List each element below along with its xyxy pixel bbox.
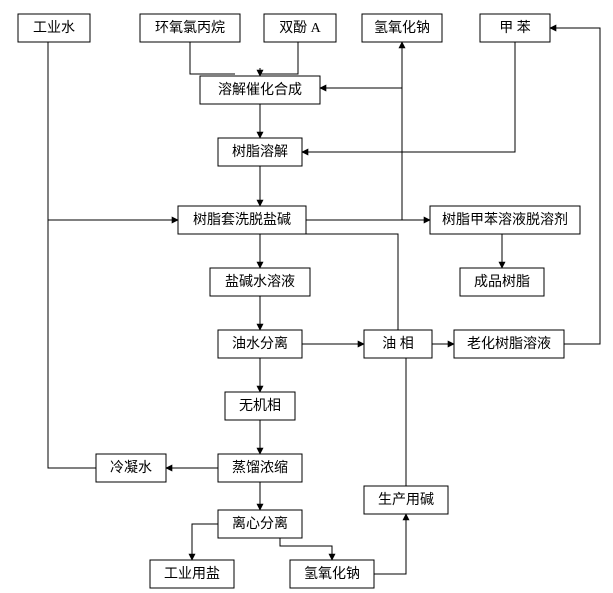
node-resin_diss: 树脂溶解	[218, 138, 302, 166]
node-label-ind_salt: 工业用盐	[164, 566, 220, 582]
edge-4	[320, 42, 402, 88]
node-oilwater: 油水分离	[218, 330, 302, 358]
node-aged: 老化树脂溶液	[454, 330, 564, 358]
node-desolv: 树脂甲苯溶液脱溶剂	[430, 206, 580, 234]
node-label-toluene: 甲 苯	[499, 19, 531, 36]
node-label-ind_water: 工业水	[33, 20, 75, 36]
node-epi: 环氧氯丙烷	[140, 14, 240, 42]
node-synth: 溶解催化合成	[200, 76, 320, 104]
node-label-wash: 树脂套洗脱盐碱	[193, 212, 291, 228]
node-saltalk: 盐碱水溶液	[210, 268, 310, 296]
node-label-saltalk: 盐碱水溶液	[225, 274, 295, 290]
node-label-oilphase: 油 相	[382, 336, 414, 352]
node-label-resin_diss: 树脂溶解	[232, 144, 288, 160]
node-label-aged: 老化树脂溶液	[467, 336, 551, 352]
node-centrifuge: 离心分离	[218, 510, 302, 538]
node-toluene: 甲 苯	[480, 14, 550, 42]
node-label-inorg: 无机相	[239, 398, 281, 414]
edge-5	[302, 42, 515, 152]
process-flowchart: 工业水 环氧氯丙烷 双酚 A 氢氧化钠 甲 苯溶解催化合成树脂溶解树脂套洗脱盐碱 树脂甲苯…	[0, 0, 613, 593]
node-ind_water: 工业水	[18, 14, 90, 42]
node-label-finished: 成品树脂	[474, 274, 530, 290]
node-label-cond: 冷凝水	[110, 460, 152, 476]
node-ind_salt: 工业用盐	[150, 560, 234, 588]
edge-22	[192, 524, 218, 560]
edge-0	[190, 42, 235, 74]
edge-23	[280, 538, 332, 560]
node-prodalk: 生产用碱	[364, 486, 448, 514]
node-label-oilwater: 油水分离	[232, 335, 288, 352]
node-cond: 冷凝水	[96, 454, 166, 482]
node-bpa: 双酚 A	[264, 14, 336, 42]
node-label-synth: 溶解催化合成	[218, 82, 302, 98]
node-finished: 成品树脂	[460, 268, 544, 296]
edge-24	[374, 514, 406, 574]
node-label-bpa: 双酚 A	[279, 20, 321, 36]
edge-21	[48, 220, 96, 468]
edge-16	[306, 220, 398, 330]
node-inorg: 无机相	[225, 392, 295, 420]
node-label-distill: 蒸馏浓缩	[232, 460, 288, 476]
node-label-centrifuge: 离心分离	[232, 515, 288, 532]
node-label-naoh_top: 氢氧化钠	[374, 20, 430, 36]
edge-1	[260, 42, 298, 74]
node-label-prodalk: 生产用碱	[378, 492, 434, 508]
edge-9	[402, 42, 436, 220]
node-oilphase: 油 相	[364, 330, 432, 358]
node-label-epi: 环氧氯丙烷	[155, 20, 225, 36]
node-naoh_top: 氢氧化钠	[362, 14, 442, 42]
node-wash: 树脂套洗脱盐碱	[178, 206, 306, 234]
node-label-naoh_bot: 氢氧化钠	[304, 566, 360, 582]
node-label-desolv: 树脂甲苯溶液脱溶剂	[442, 211, 568, 228]
node-distill: 蒸馏浓缩	[218, 454, 302, 482]
edge-7	[48, 42, 178, 220]
node-naoh_bot: 氢氧化钠	[290, 560, 374, 588]
edge-15	[550, 28, 600, 344]
